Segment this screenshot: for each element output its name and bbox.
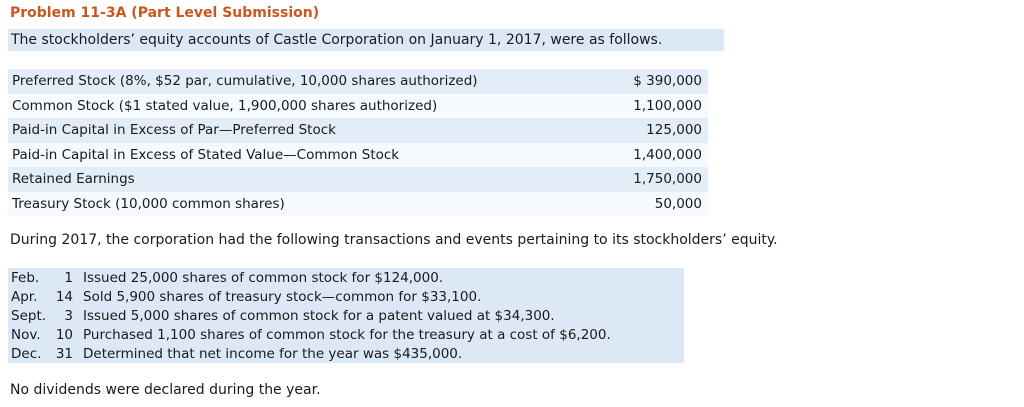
transaction-month: Nov. — [11, 326, 41, 343]
transaction-row: Apr. 14 Sold 5,900 shares of treasury st… — [8, 287, 684, 306]
transaction-day: 31 — [55, 345, 73, 362]
account-name: Paid-in Capital in Excess of Stated Valu… — [12, 146, 400, 163]
transaction-month: Feb. — [11, 269, 40, 286]
transactions-list: Feb. 1 Issued 25,000 shares of common st… — [8, 268, 684, 363]
closing-text: No dividends were declared during the ye… — [10, 382, 321, 398]
account-amount: 1,400,000 — [633, 146, 702, 163]
account-amount: 50,000 — [654, 195, 702, 212]
account-row: Paid-in Capital in Excess of Stated Valu… — [8, 142, 708, 167]
transaction-row: Nov. 10 Purchased 1,100 shares of common… — [8, 325, 684, 344]
account-name: Common Stock ($1 stated value, 1,900,000… — [12, 97, 438, 114]
account-name: Retained Earnings — [12, 171, 135, 188]
account-row: Retained Earnings 1,750,000 — [8, 167, 708, 192]
problem-title: Problem 11-3A (Part Level Submission) — [10, 5, 320, 21]
transaction-description: Issued 25,000 shares of common stock for… — [83, 269, 444, 286]
transaction-month: Apr. — [11, 288, 38, 305]
account-row: Treasury Stock (10,000 common shares) 50… — [8, 191, 708, 216]
transaction-row: Dec. 31 Determined that net income for t… — [8, 344, 684, 363]
transaction-description: Sold 5,900 shares of treasury stock—comm… — [83, 288, 482, 305]
transaction-day: 14 — [55, 288, 73, 305]
transaction-day: 10 — [55, 326, 73, 343]
account-name: Paid-in Capital in Excess of Par—Preferr… — [12, 122, 336, 139]
transaction-month: Dec. — [11, 345, 42, 362]
transaction-row: Sept. 3 Issued 5,000 shares of common st… — [8, 306, 684, 325]
transaction-month: Sept. — [11, 307, 47, 324]
transaction-description: Purchased 1,100 shares of common stock f… — [83, 326, 611, 343]
account-amount: $ 390,000 — [633, 73, 702, 90]
account-row: Common Stock ($1 stated value, 1,900,000… — [8, 93, 708, 118]
account-row: Paid-in Capital in Excess of Par—Preferr… — [8, 118, 708, 143]
account-name: Preferred Stock (8%, $52 par, cumulative… — [12, 73, 478, 90]
accounts-table: Preferred Stock (8%, $52 par, cumulative… — [8, 69, 708, 216]
account-row: Preferred Stock (8%, $52 par, cumulative… — [8, 69, 708, 94]
during-text: During 2017, the corporation had the fol… — [10, 232, 778, 248]
account-name: Treasury Stock (10,000 common shares) — [12, 195, 285, 212]
transaction-row: Feb. 1 Issued 25,000 shares of common st… — [8, 268, 684, 287]
transaction-description: Determined that net income for the year … — [83, 345, 463, 362]
account-amount: 125,000 — [646, 122, 702, 139]
transaction-day: 3 — [64, 307, 73, 324]
account-amount: 1,100,000 — [633, 97, 702, 114]
account-amount: 1,750,000 — [633, 171, 702, 188]
transaction-day: 1 — [64, 269, 73, 286]
transaction-description: Issued 5,000 shares of common stock for … — [83, 307, 555, 324]
intro-text: The stockholders’ equity accounts of Cas… — [8, 29, 724, 51]
